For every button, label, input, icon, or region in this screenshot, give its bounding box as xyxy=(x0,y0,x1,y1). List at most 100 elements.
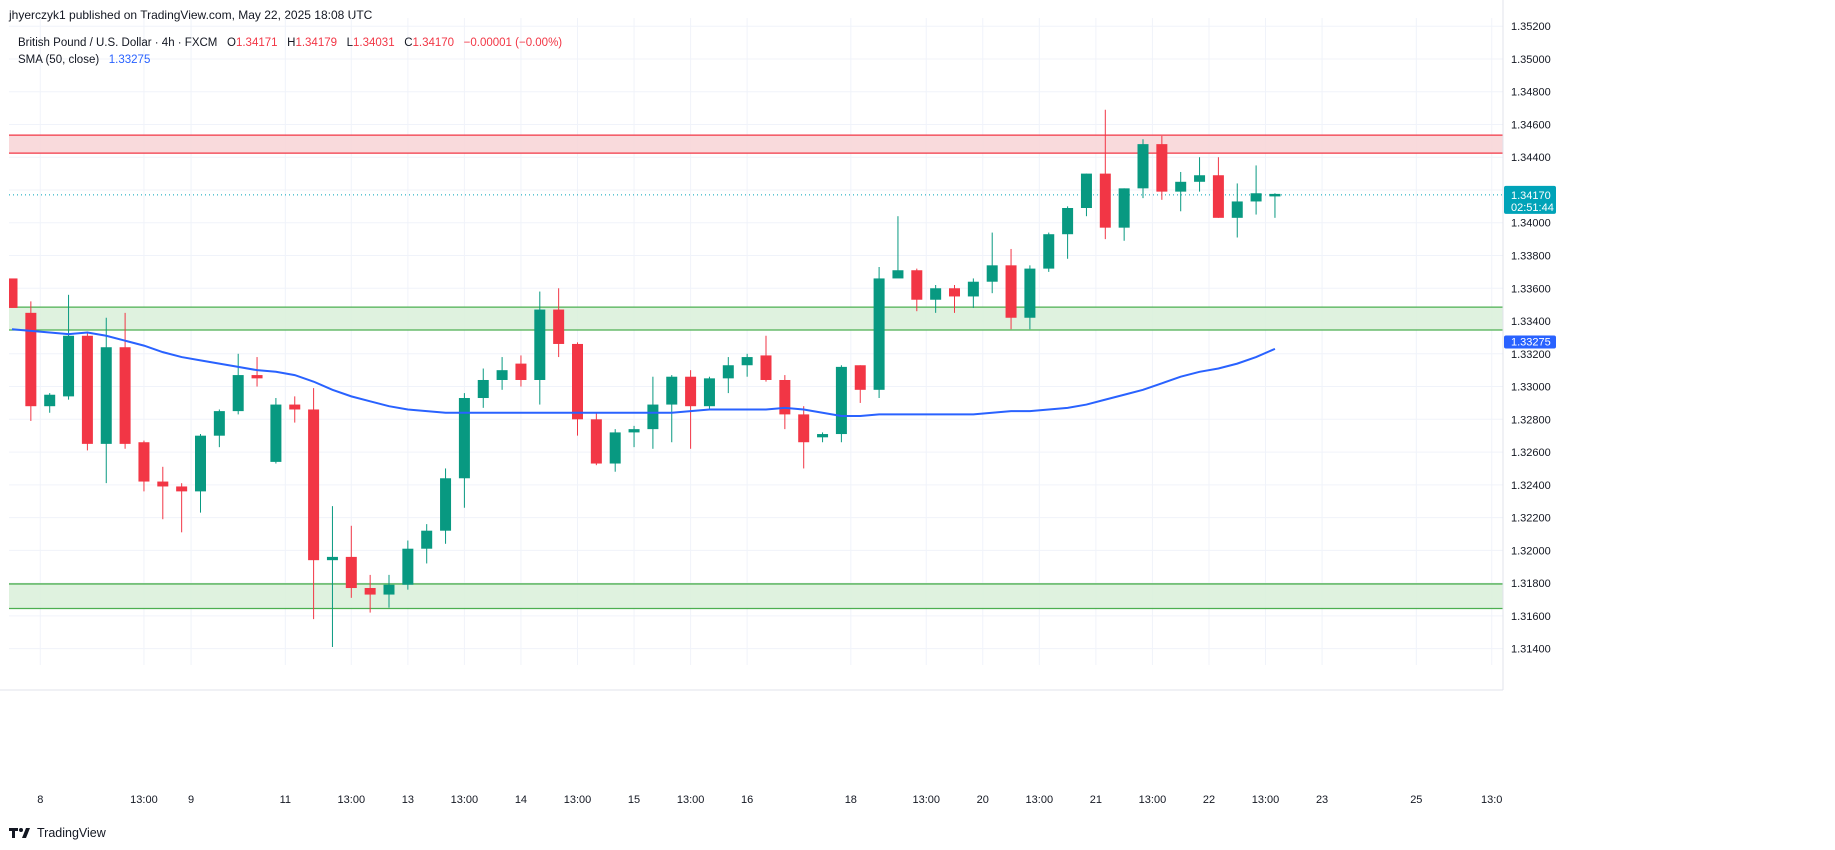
price-tick-label: 1.34800 xyxy=(1511,87,1551,99)
support-zone-fill xyxy=(9,583,1503,609)
candle-body xyxy=(1231,201,1243,218)
price-axis: 1.352001.350001.348001.346001.344001.342… xyxy=(1502,0,1551,690)
price-tick-label: 1.32600 xyxy=(1511,447,1551,459)
last-price-badge-bg xyxy=(1504,185,1556,214)
candle-body xyxy=(364,588,376,595)
candle-body xyxy=(930,288,942,300)
time-tick-label: 13 xyxy=(402,794,414,806)
candle xyxy=(911,268,923,312)
symbol-description[interactable]: British Pound / U.S. Dollar · 4h · FXCM xyxy=(18,37,218,49)
sma-label: SMA (50, close) xyxy=(18,54,100,66)
time-tick-label: 25 xyxy=(1410,794,1422,806)
candle-body xyxy=(798,414,810,443)
price-tick-label: 1.35000 xyxy=(1511,54,1551,66)
candle xyxy=(232,353,244,415)
candle xyxy=(345,525,357,598)
candle xyxy=(703,376,715,410)
candle xyxy=(477,368,489,408)
candle xyxy=(760,335,772,382)
candle xyxy=(81,332,93,451)
time-tick-label: 11 xyxy=(280,794,291,806)
time-tick-label: 15 xyxy=(628,794,640,806)
candle-body xyxy=(628,429,640,433)
candle xyxy=(1269,193,1281,218)
candle xyxy=(119,312,131,449)
candle-body xyxy=(779,379,791,415)
sma-badge-bg xyxy=(1504,335,1556,349)
candle-body xyxy=(440,478,452,531)
candle-body xyxy=(534,309,546,380)
candle-body xyxy=(590,419,602,464)
price-tick-label: 1.31600 xyxy=(1511,611,1551,623)
candle xyxy=(666,375,678,443)
time-tick-label: 13:00 xyxy=(1026,794,1054,806)
candle xyxy=(1175,171,1187,212)
candle-body xyxy=(176,486,188,492)
candle xyxy=(1212,157,1224,218)
candle-body xyxy=(251,375,263,379)
sma-value: 1.33275 xyxy=(108,54,151,66)
footer-brand[interactable]: TradingView xyxy=(9,826,106,840)
candle-body xyxy=(986,265,998,282)
sma-line xyxy=(11,328,1276,418)
low-value: 1.34031 xyxy=(353,37,395,49)
candle xyxy=(1194,157,1206,192)
candle-body xyxy=(609,432,621,464)
candle xyxy=(572,342,583,436)
candle xyxy=(817,432,829,443)
change-value: −0.00001 (−0.00%) xyxy=(463,37,563,49)
time-tick-label: 18 xyxy=(845,794,857,806)
candle xyxy=(1005,248,1017,330)
candle xyxy=(9,278,18,308)
candle xyxy=(100,317,112,484)
price-tick-label: 1.32800 xyxy=(1511,414,1551,426)
candle-body xyxy=(1024,268,1036,318)
candle xyxy=(986,232,998,294)
price-tick-label: 1.33800 xyxy=(1511,251,1551,263)
sma-badge-text: 1.33275 xyxy=(1511,337,1551,349)
price-tick-label: 1.34000 xyxy=(1511,218,1551,230)
candle xyxy=(835,365,847,443)
candle xyxy=(1043,232,1055,272)
candle-body xyxy=(911,270,923,300)
candle xyxy=(289,396,301,423)
candle xyxy=(1099,109,1111,240)
candle xyxy=(326,506,338,647)
candle-body xyxy=(703,378,715,407)
candle-body xyxy=(458,398,470,479)
candle xyxy=(534,291,546,405)
candle-body xyxy=(1137,144,1149,189)
candle xyxy=(628,425,640,448)
price-tick-label: 1.31400 xyxy=(1511,644,1551,656)
sma-legend-row[interactable]: SMA (50, close) 1.33275 xyxy=(18,52,562,69)
close-value: 1.34170 xyxy=(412,37,455,49)
price-tick-label: 1.33400 xyxy=(1511,316,1551,328)
time-tick-label: 8 xyxy=(37,794,43,806)
time-tick-label: 23 xyxy=(1316,794,1328,806)
time-tick-label: 16 xyxy=(741,794,753,806)
candle-body xyxy=(100,347,112,444)
candle-body xyxy=(722,365,734,379)
candle-body xyxy=(873,278,885,390)
candle-body xyxy=(421,530,433,549)
candle-body xyxy=(892,270,904,279)
price-tick-label: 1.32400 xyxy=(1511,480,1551,492)
chart-legend: British Pound / U.S. Dollar · 4h · FXCM … xyxy=(18,35,562,69)
candle-body xyxy=(1250,193,1262,202)
brand-name: TradingView xyxy=(37,826,106,840)
candle-body xyxy=(345,556,357,589)
resistance-zone-fill xyxy=(9,135,1503,154)
candle xyxy=(213,409,225,448)
candle xyxy=(195,434,206,513)
time-tick-label: 9 xyxy=(188,794,194,806)
candle-body xyxy=(157,481,169,487)
candle xyxy=(930,284,942,313)
candle-body xyxy=(9,278,18,308)
price-tick-label: 1.34600 xyxy=(1511,119,1551,131)
candles xyxy=(9,109,1281,647)
candle-body xyxy=(1156,144,1168,192)
low-label: L xyxy=(346,37,354,49)
candle xyxy=(364,574,376,613)
candle xyxy=(1080,173,1092,217)
